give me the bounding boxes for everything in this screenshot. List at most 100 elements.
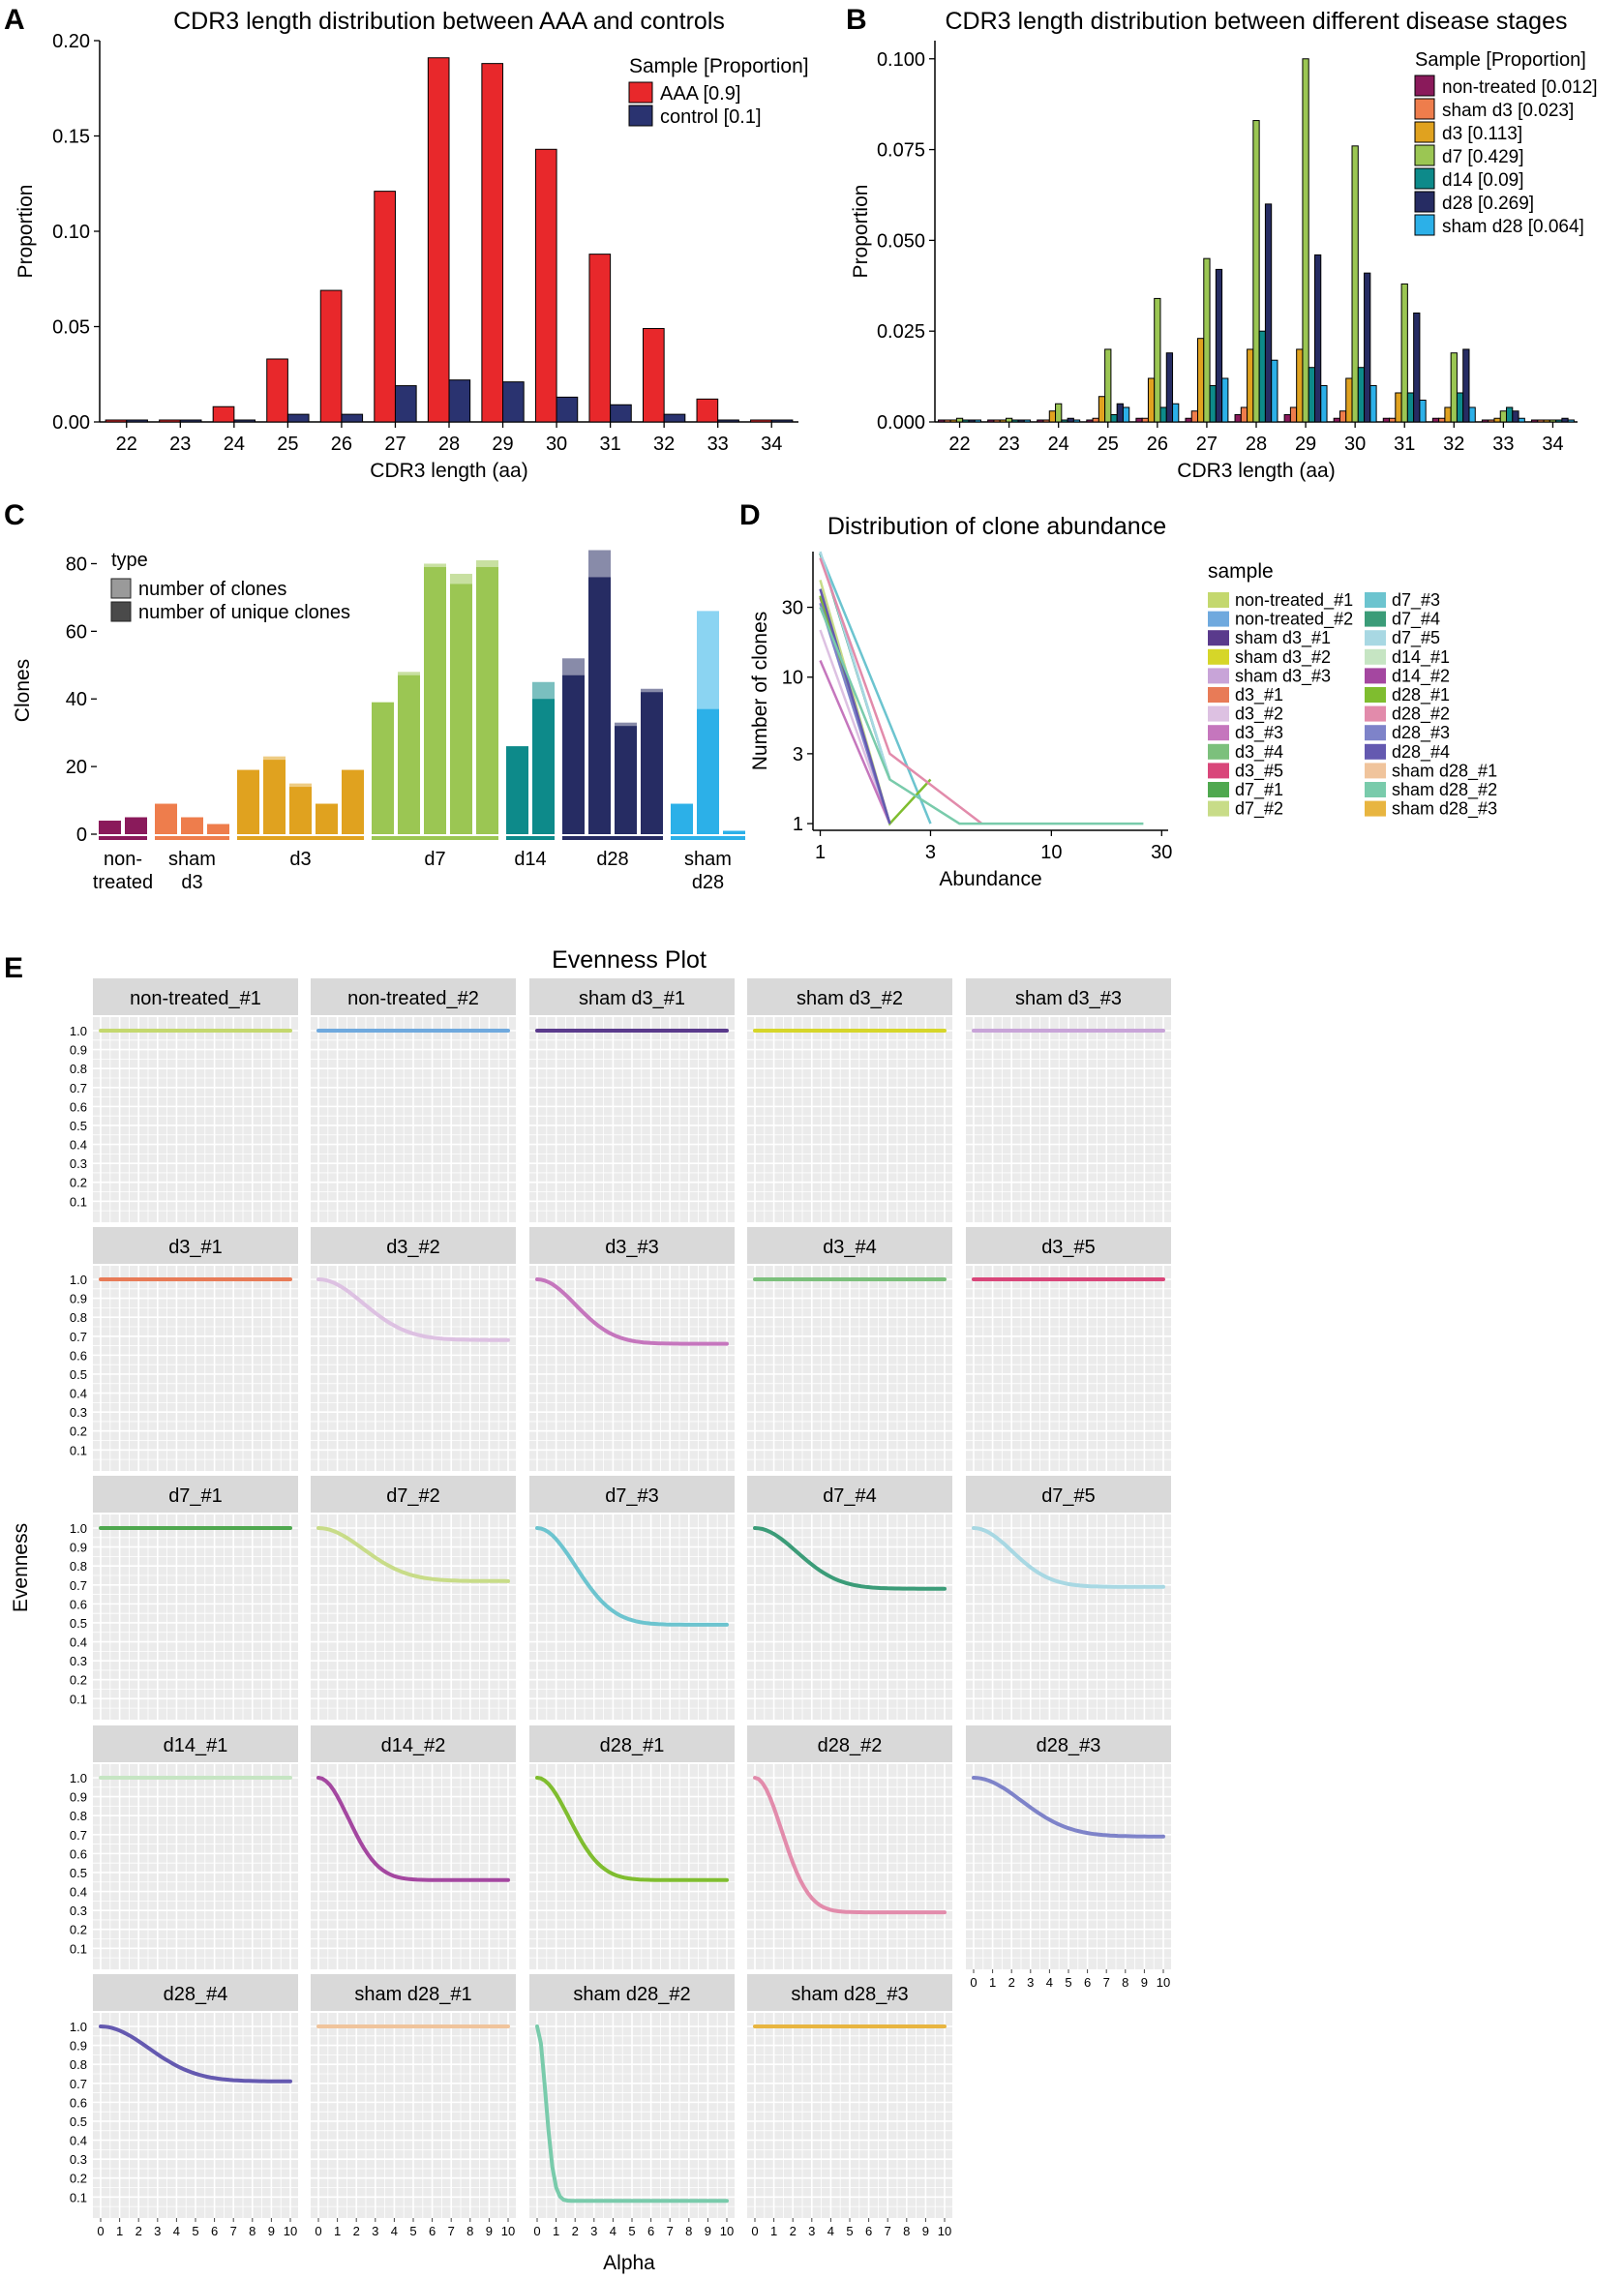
- panel-e-facet-label: d28_#3: [1037, 1735, 1101, 1756]
- panel-d-legend-swatch: [1208, 592, 1229, 608]
- panel-e-y-tick-label: 0.2: [70, 1176, 87, 1190]
- panel-b-title: CDR3 length distribution between differe…: [946, 8, 1568, 35]
- panel-e-facet-label: d14_#2: [381, 1735, 446, 1756]
- panel-c-bar-unique: [697, 708, 719, 834]
- panel-d-legend-swatch: [1208, 611, 1229, 627]
- panel-a-bar: [286, 413, 310, 423]
- panel-c-legend-label: number of clones: [138, 579, 286, 600]
- panel-a-x-tick-label: 31: [599, 434, 620, 455]
- panel-d-legend-swatch: [1208, 705, 1229, 722]
- panel-b-bar: [1037, 419, 1044, 423]
- panel-e-x-tick-label: 8: [249, 2224, 256, 2238]
- panel-e-x-tick-label: 4: [827, 2224, 834, 2238]
- panel-c-y-tick-label: 20: [66, 757, 87, 778]
- panel-e-evenness-line: [972, 1526, 1165, 1589]
- panel-d-line: [819, 588, 891, 825]
- panel-d-legend-label: d3_#1: [1235, 685, 1283, 705]
- panel-b-bar: [1283, 413, 1291, 423]
- panel-d-legend-label: d7_#3: [1392, 590, 1440, 611]
- panel-e-y-tick-label: 0.3: [70, 2152, 87, 2167]
- panel-b-x-tick-label: 30: [1344, 434, 1366, 455]
- panel-e-facet-label: sham d3_#1: [579, 988, 685, 1009]
- panel-d-legend-swatch: [1365, 800, 1386, 817]
- panel-a-bar: [212, 405, 235, 423]
- panel-b-bar: [1382, 417, 1391, 423]
- panel-e-y-tick-label: 0.8: [70, 1062, 87, 1076]
- panel-d-chart: Distribution of clone abundance 1 3 10 30 1 3 1…: [749, 513, 1497, 890]
- panel-d-x-label: Abundance: [939, 868, 1041, 890]
- panel-e-x-tick-label: 7: [448, 2224, 455, 2238]
- panel-letter-b: B: [846, 4, 867, 36]
- panel-e-facet-strip: [529, 978, 735, 1015]
- panel-d-legend-swatch: [1208, 648, 1229, 665]
- panel-e-x-tick-label: 4: [173, 2224, 180, 2238]
- panel-c-bar-unique: [506, 746, 528, 834]
- panel-e-y-tick-label: 0.4: [70, 2134, 87, 2148]
- panel-b-bar: [1092, 417, 1099, 423]
- panel-b-x-tick-label: 26: [1147, 434, 1168, 455]
- panel-e-x-tick-label: 0: [970, 1975, 977, 1990]
- panel-e-x-tick-label: 5: [409, 2224, 416, 2238]
- panel-c-bar-unique: [450, 584, 472, 834]
- panel-c-bar-unique: [476, 566, 498, 834]
- panel-e-y-tick-label: 1.0: [70, 1771, 87, 1785]
- panel-e-evenness-line: [535, 1526, 729, 1627]
- panel-a-y-tick-label: 0.00: [52, 412, 90, 434]
- panel-e-facet-label: d28_#4: [164, 1984, 228, 2005]
- panel-b-legend-label: non-treated [0.012]: [1442, 77, 1598, 98]
- panel-d-legend-label: d3_#5: [1235, 761, 1283, 781]
- panel-e-evenness-line: [316, 1277, 510, 1342]
- panel-d-legend-label: d14_#2: [1392, 666, 1450, 686]
- panel-b-bar: [1147, 377, 1156, 423]
- panel-e-evenness-line: [316, 1526, 510, 1583]
- panel-a-x-tick-label: 23: [169, 434, 191, 455]
- panel-d-legend-swatch: [1208, 800, 1229, 817]
- panel-d-legend-label: d7_#5: [1392, 628, 1440, 648]
- panel-b-bar: [1561, 417, 1569, 423]
- panel-e-x-tick-label: 8: [1122, 1975, 1128, 1990]
- panel-a-title: CDR3 length distribution between AAA and…: [173, 8, 725, 35]
- panel-a-bar: [233, 419, 256, 423]
- panel-e-facet-strip: [311, 1725, 516, 1762]
- panel-b-bar: [962, 419, 970, 423]
- panel-e-evenness-line: [316, 1776, 510, 1882]
- panel-a-x-tick-label: 30: [546, 434, 567, 455]
- panel-b-bar: [1351, 145, 1359, 423]
- panel-c-group-label: sham: [684, 849, 732, 870]
- panel-c-bar-unique: [562, 675, 585, 834]
- panel-e-x-tick-label: 3: [1027, 1975, 1034, 1990]
- panel-b-bar: [1017, 419, 1025, 423]
- panel-e-facet-label: d28_#1: [600, 1735, 665, 1756]
- panel-e-x-tick-label: 8: [466, 2224, 473, 2238]
- panel-d-y-tick-label: 3: [793, 744, 803, 765]
- panel-b-bar: [1549, 419, 1557, 423]
- panel-c-bar-unique: [155, 803, 177, 834]
- panel-b-bar: [1313, 254, 1322, 423]
- panel-b-bar: [1264, 203, 1273, 423]
- panel-d-line: [819, 629, 891, 825]
- panel-e-x-tick-label: 0: [533, 2224, 540, 2238]
- panel-e-x-label: Alpha: [603, 2252, 655, 2274]
- panel-e-y-tick-label: 0.7: [70, 2077, 87, 2091]
- panel-e-facet-strip: [311, 1974, 516, 2011]
- panel-e-x-tick-label: 9: [1141, 1975, 1148, 1990]
- panel-a-bar: [588, 254, 612, 423]
- panel-e-y-tick-label: 1.0: [70, 1521, 87, 1536]
- panel-e-y-tick-label: 0.4: [70, 1387, 87, 1401]
- panel-d-legend-label: sham d3_#3: [1235, 666, 1331, 686]
- panel-b-bar: [974, 419, 982, 423]
- panel-e-facet-label: d28_#2: [818, 1735, 883, 1756]
- panel-e-y-tick-label: 0.8: [70, 1809, 87, 1823]
- panel-a-bar: [374, 191, 396, 423]
- panel-b-bar: [1042, 419, 1050, 423]
- panel-b-y-label: Proportion: [850, 185, 872, 279]
- panel-b-legend-swatch: [1414, 75, 1435, 97]
- panel-d-legend-label: sham d3_#1: [1235, 628, 1331, 648]
- panel-a-bar: [717, 419, 739, 423]
- panel-e-x-tick-label: 1: [989, 1975, 996, 1990]
- panel-b-bar: [1061, 419, 1068, 423]
- panel-c-y-tick-label: 0: [76, 825, 87, 846]
- panel-e-evenness-line: [99, 2024, 292, 2084]
- panel-c-bar-unique: [398, 675, 420, 834]
- panel-a-bar: [750, 419, 772, 423]
